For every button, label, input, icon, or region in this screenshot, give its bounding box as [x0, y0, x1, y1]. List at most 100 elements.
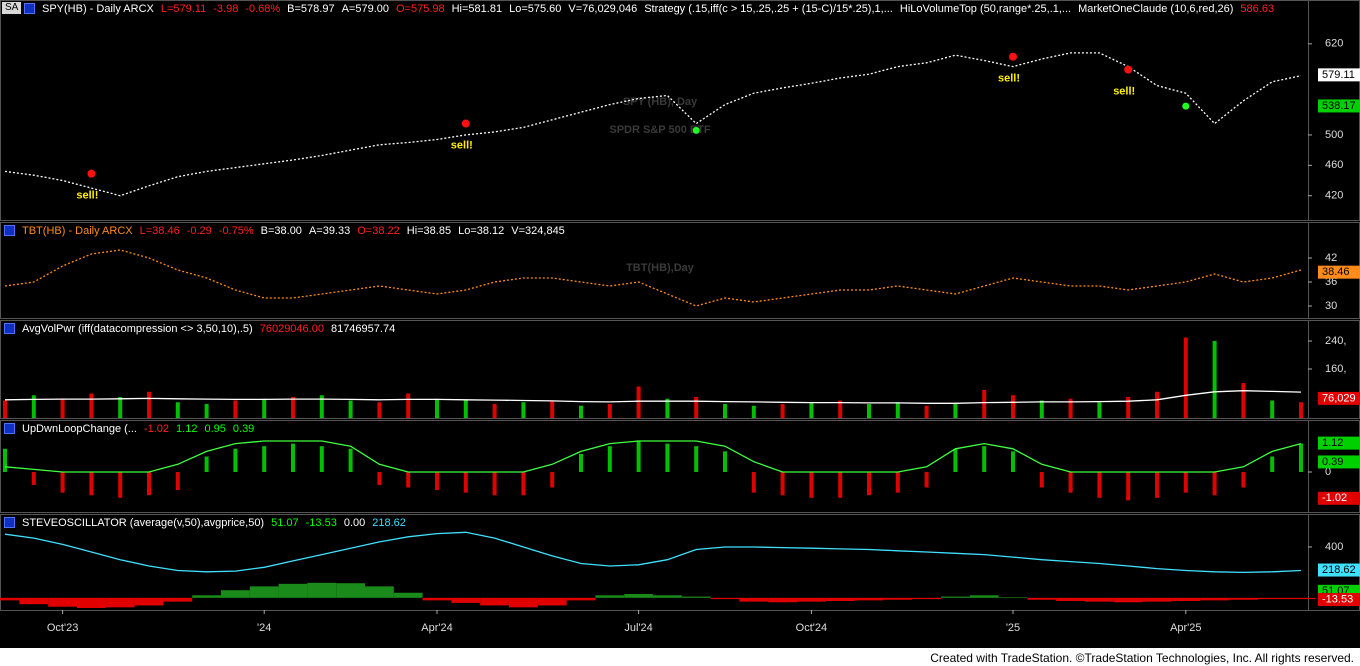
y-tick-label: 36	[1325, 276, 1337, 288]
header-text: L=579.11	[160, 3, 207, 15]
area-step	[624, 594, 653, 598]
area-step	[566, 597, 596, 601]
bar	[1183, 337, 1188, 418]
area-step	[797, 597, 826, 602]
bar	[147, 391, 151, 418]
bar	[492, 472, 497, 496]
area-step	[105, 597, 135, 608]
area-step	[941, 596, 970, 598]
bar	[924, 472, 929, 488]
area-step	[77, 597, 106, 608]
bar	[521, 402, 526, 418]
bar	[694, 446, 699, 472]
y-tick-label: 42	[1325, 252, 1337, 264]
area-step	[451, 597, 481, 603]
bar	[31, 395, 36, 418]
header-text: Lo=38.12	[458, 225, 505, 237]
bar	[118, 472, 123, 498]
header-text: -1.02	[143, 423, 170, 435]
bar	[636, 386, 641, 418]
study-icon	[4, 423, 15, 434]
area-step	[1085, 597, 1114, 602]
value-tag-label: 579.11	[1322, 69, 1355, 81]
buy-dot	[1182, 102, 1190, 110]
signal-label: sell!	[451, 139, 473, 151]
bar	[1299, 402, 1303, 418]
bar	[579, 405, 583, 418]
header-text: HiLoVolumeTop (50,range*.25,.1,...	[899, 3, 1072, 15]
corner-button[interactable]: SA	[2, 2, 22, 14]
bar	[89, 472, 94, 496]
area-step	[307, 582, 337, 598]
bar	[579, 453, 583, 472]
area-step	[883, 597, 913, 600]
data-line	[4, 390, 1302, 404]
bar	[982, 446, 987, 472]
bar	[809, 472, 814, 498]
bar	[204, 456, 209, 472]
bar	[463, 400, 468, 418]
value-tag-label: -1.02	[1322, 492, 1347, 504]
area-step	[653, 595, 682, 598]
bar	[1011, 395, 1015, 418]
bar	[60, 398, 65, 418]
bar	[895, 402, 900, 418]
bar	[118, 397, 123, 418]
sell-dot	[1009, 52, 1017, 61]
header-text: O=575.98	[395, 3, 445, 15]
bar	[147, 472, 151, 496]
bar	[665, 443, 670, 472]
bar	[780, 404, 785, 418]
header-text: 76029046.00	[259, 323, 324, 335]
y-tick-label: 30	[1325, 300, 1337, 312]
value-tag	[1318, 436, 1360, 450]
bar	[751, 472, 756, 493]
y-tick-label: 240,	[1325, 335, 1346, 347]
header-text: B=578.97	[287, 3, 335, 15]
signal-label: sell!	[998, 73, 1020, 85]
header-text: STEVEOSCILLATOR (average(v,50),avgprice,…	[22, 517, 265, 529]
value-tag-label: 218.62	[1322, 564, 1356, 576]
bar	[377, 472, 382, 485]
area-step	[681, 596, 711, 598]
sell-dot	[461, 119, 470, 128]
bar	[809, 402, 814, 418]
value-tag	[1318, 563, 1360, 577]
bar	[435, 472, 439, 491]
bar	[694, 397, 699, 418]
bar	[1212, 341, 1217, 418]
header-text: 0.39	[232, 423, 255, 435]
bar	[175, 472, 180, 491]
bar	[1068, 398, 1073, 418]
area-step	[0, 597, 20, 601]
buy-dot	[692, 126, 700, 134]
header-text: TBT(HB) - Daily ARCX	[22, 225, 133, 237]
study-icon	[24, 3, 35, 14]
x-tick-label: Oct'23	[47, 622, 78, 634]
bar	[1039, 400, 1044, 418]
bar	[463, 472, 468, 493]
bar	[780, 472, 785, 496]
x-tick-label: Apr'25	[1170, 622, 1201, 634]
bar	[607, 446, 612, 472]
value-tag-label: 38.46	[1322, 266, 1350, 278]
header-text: AvgVolPwr (iff(datacompression <> 3,50,1…	[22, 323, 253, 335]
area-step	[278, 583, 308, 598]
header-text: V=324,845	[511, 225, 565, 237]
bar	[953, 404, 958, 418]
bar	[492, 404, 497, 418]
y-tick-label: 460	[1325, 159, 1343, 171]
bar	[1155, 472, 1159, 498]
value-tag	[1318, 99, 1360, 113]
header-text: Hi=38.85	[406, 225, 452, 237]
x-tick-label: Apr'24	[421, 622, 452, 634]
bar	[867, 472, 871, 496]
area-step	[480, 597, 509, 606]
bar	[175, 402, 180, 418]
x-tick-label: Jul'24	[624, 622, 652, 634]
pane-header: UpDwnLoopChange (... -1.02 1.12 0.95 0.39	[4, 422, 254, 436]
bar	[867, 404, 871, 418]
x-tick-label: Oct'24	[796, 622, 827, 634]
bar	[924, 405, 929, 418]
